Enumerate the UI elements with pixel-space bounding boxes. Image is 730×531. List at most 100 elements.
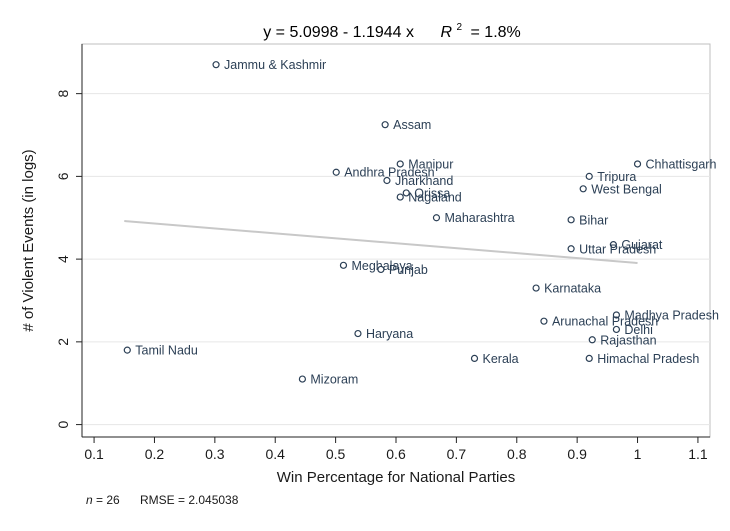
data-point: Tripura (585, 170, 636, 184)
point-marker (470, 354, 479, 362)
point-label: Chhattisgarh (646, 157, 717, 171)
y-tick-label: 0 (55, 420, 71, 428)
point-marker (396, 193, 404, 201)
data-point: Mizoram (298, 373, 358, 387)
chart-title: y = 5.0998 - 1.1944 x R 2 = 1.8% (263, 17, 521, 41)
data-point: Orissa (402, 186, 450, 200)
n-value: = 26 (96, 493, 120, 507)
x-tick-label: 0.5 (326, 446, 346, 462)
data-point: Nagaland (396, 191, 462, 205)
point-label: West Bengal (591, 182, 662, 196)
data-point: Assam (381, 118, 431, 132)
point-label: Gujarat (621, 238, 663, 252)
point-marker (585, 354, 593, 362)
x-axis-ticks: 0.1 0.2 0.3 0.4 0.5 0.6 0.7 0.8 0.9 1 1.1 (84, 437, 708, 462)
y-tick-label: 4 (55, 255, 71, 263)
x-tick-label: 0.7 (447, 446, 467, 462)
x-axis-label: Win Percentage for National Parties (277, 469, 515, 486)
data-point: Bihar (567, 213, 608, 227)
data-point: Arunachal Pradesh (540, 315, 658, 329)
point-label: Karnataka (544, 282, 601, 296)
point-marker (332, 168, 340, 176)
point-marker (585, 172, 593, 180)
data-point: Andhra Pradesh (332, 166, 435, 180)
point-label: Meghalaya (351, 259, 412, 273)
x-tick-label: 0.6 (386, 446, 406, 462)
data-point: Delhi (612, 323, 653, 337)
regression-equation: y = 5.0998 - 1.1944 x (263, 24, 414, 41)
point-label: Madhya Pradesh (624, 308, 719, 322)
data-point: Maharashtra (432, 211, 515, 225)
plot-area (81, 43, 711, 438)
point-marker (612, 325, 621, 334)
point-marker (540, 317, 548, 325)
point-marker (402, 189, 410, 197)
point-label: Tripura (597, 170, 636, 184)
point-label: Himachal Pradesh (597, 352, 699, 366)
data-point: Uttar Pradesh (567, 242, 656, 256)
point-label: Haryana (366, 327, 413, 341)
point-marker (579, 185, 587, 193)
data-point: Gujarat (609, 238, 663, 252)
data-point: Manipur (396, 157, 453, 171)
regression-line (124, 220, 638, 265)
point-marker (396, 160, 404, 168)
point-marker (432, 214, 441, 222)
data-point: Tamil Nadu (123, 344, 198, 358)
data-point: Punjab (377, 263, 428, 277)
y-tick-label: 6 (55, 172, 71, 180)
point-label: Bihar (579, 213, 608, 227)
point-marker (298, 375, 307, 383)
data-point: Karnataka (532, 282, 601, 296)
point-marker (612, 311, 621, 319)
r-squared-value: = 1.8% (471, 24, 521, 41)
point-label: Kerala (483, 352, 519, 366)
x-tick-label: 0.3 (205, 446, 225, 462)
x-tick-label: 0.4 (265, 446, 285, 462)
y-axis-label: # of Violent Events (in logs) (20, 149, 37, 331)
data-point: Jammu & Kashmir (212, 58, 326, 72)
x-tick-label: 0.2 (145, 446, 165, 462)
data-point: Meghalaya (339, 259, 413, 273)
data-point: Himachal Pradesh (585, 352, 699, 366)
point-label: Manipur (408, 157, 453, 171)
data-point: Haryana (354, 327, 413, 341)
data-point: Chhattisgarh (633, 157, 717, 171)
point-marker (377, 265, 385, 274)
x-tick-label: 0.1 (84, 446, 104, 462)
sample-size-note: n = 26 (86, 493, 120, 507)
point-label: Jammu & Kashmir (224, 58, 326, 72)
point-label: Rajasthan (600, 333, 656, 347)
point-label: Orissa (414, 186, 450, 200)
x-tick-label: 0.8 (507, 446, 527, 462)
point-label: Andhra Pradesh (344, 166, 434, 180)
x-tick-label: 0.9 (567, 446, 587, 462)
data-point: Jharkhand (383, 174, 453, 188)
data-point: Kerala (470, 352, 519, 366)
gridlines (82, 93, 710, 426)
point-marker (383, 176, 391, 185)
data-point: West Bengal (579, 182, 662, 196)
point-marker (123, 346, 131, 354)
point-marker (212, 61, 220, 69)
r-squared-symbol: R (440, 24, 452, 41)
point-label: Tamil Nadu (135, 344, 198, 358)
n-symbol: n (86, 493, 93, 507)
point-label: Uttar Pradesh (579, 242, 656, 256)
point-label: Maharashtra (444, 211, 514, 225)
point-label: Delhi (624, 323, 653, 337)
point-label: Mizoram (310, 373, 358, 387)
point-label: Arunachal Pradesh (552, 315, 658, 329)
point-label: Punjab (389, 263, 428, 277)
data-point: Madhya Pradesh (612, 308, 719, 322)
point-marker (567, 216, 575, 224)
r-squared-superscript: 2 (456, 22, 462, 33)
y-tick-label: 8 (55, 90, 71, 98)
point-marker (532, 284, 540, 292)
point-marker (381, 121, 389, 129)
point-label: Assam (393, 118, 431, 132)
point-marker (339, 261, 348, 269)
point-marker (588, 336, 596, 344)
